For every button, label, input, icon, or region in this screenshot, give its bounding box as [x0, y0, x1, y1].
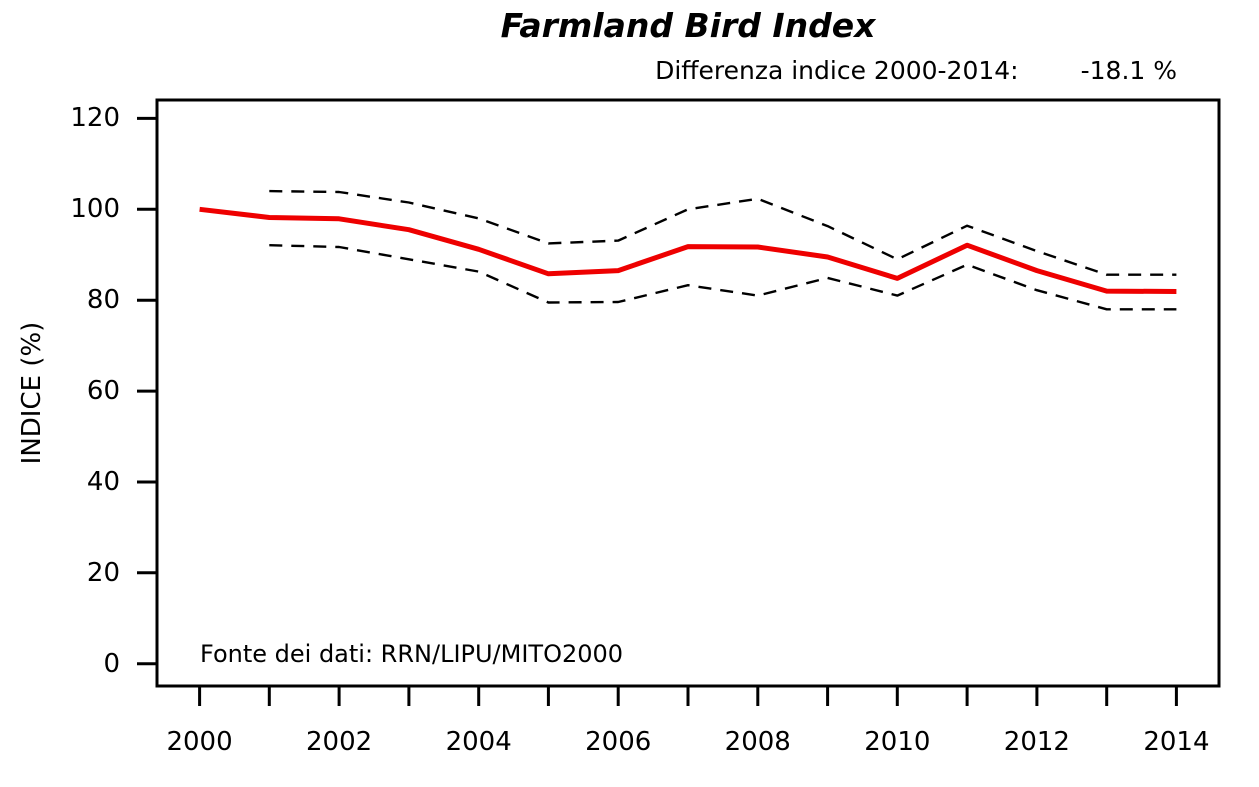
x-tick-label: 2012 [1003, 727, 1070, 757]
y-tick-label: 80 [86, 285, 120, 316]
series-line-intervallo-confidenza-inferiore [269, 244, 1177, 311]
x-tick-label: 2008 [724, 727, 791, 757]
y-tick-label: 0 [103, 648, 120, 679]
series-line-indice [199, 206, 1177, 294]
source-note: Fonte dei dati: RRN/LIPU/MITO2000 [200, 640, 624, 668]
subtitle-label: Differenza indice 2000-2014: [655, 56, 1019, 85]
plot-border [155, 98, 1221, 688]
y-tick-label: 40 [86, 466, 120, 497]
x-tick-label: 2014 [1143, 727, 1210, 757]
chart-subtitle: Differenza indice 2000-2014: -18.1 % [157, 56, 1219, 85]
x-tick-label: 2004 [445, 727, 512, 757]
series-line-intervallo-confidenza-superiore [269, 189, 1177, 276]
x-tick-label: 2000 [166, 727, 233, 757]
x-tick-label: 2010 [864, 727, 931, 757]
subtitle-value: -18.1 % [1080, 56, 1177, 85]
y-tick-label: 120 [70, 103, 120, 134]
plot-area [137, 98, 1221, 706]
x-tick-label: 2002 [306, 727, 373, 757]
y-tick-label: 60 [86, 376, 120, 407]
chart-title: Farmland Bird Index [500, 6, 876, 45]
y-tick-label: 100 [70, 194, 120, 225]
x-tick-label: 2006 [585, 727, 652, 757]
y-tick-label: 20 [86, 557, 120, 588]
